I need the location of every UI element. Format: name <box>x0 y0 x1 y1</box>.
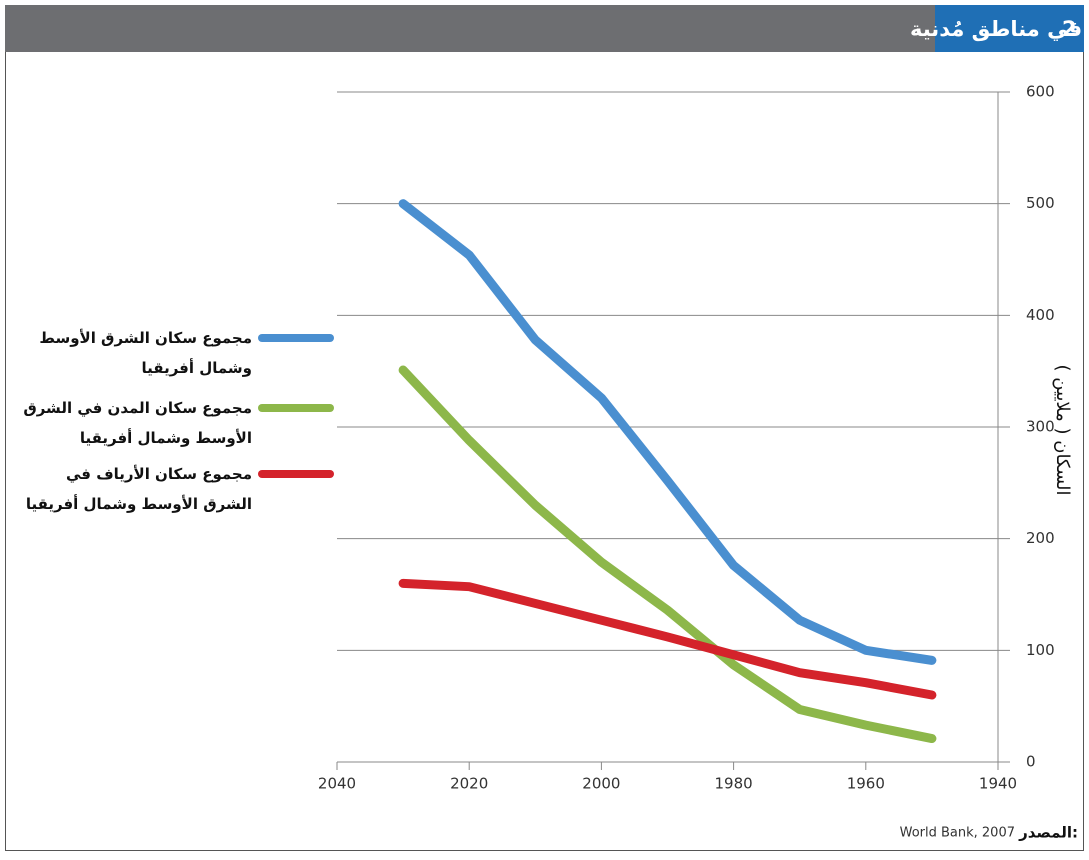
x-tick-label: 2040 <box>318 775 356 793</box>
figure-label-box <box>935 5 1084 52</box>
y-axis-label: السكان ( ملايين ) <box>1052 365 1073 496</box>
x-tick-label: 1980 <box>715 775 753 793</box>
series-line <box>398 199 937 665</box>
x-tick-label: 1940 <box>979 775 1017 793</box>
legend-entry: مجموع سكان الأرياف في الشرق الأوسط وشمال… <box>25 465 252 513</box>
header-bar <box>5 5 1084 52</box>
source-label: المصدر: <box>1018 824 1078 842</box>
x-tick-label: 2020 <box>450 775 488 793</box>
figure-label: الشكل 2 <box>1062 17 1089 41</box>
y-tick-label: 300 <box>1026 418 1055 436</box>
y-tick-label: 600 <box>1026 83 1055 101</box>
y-tick-label: 100 <box>1026 641 1055 659</box>
y-tick-label: 500 <box>1026 194 1055 212</box>
legend-entry: مجموع سكان المدن في الشرق الأوسط وشمال أ… <box>23 399 252 447</box>
chart-title: سوف يعيش مزيد من الناس في مناطق مُدنية <box>910 17 1089 41</box>
series-line <box>398 578 937 700</box>
x-tick-label: 1960 <box>847 775 885 793</box>
y-tick-label: 0 <box>1026 753 1036 771</box>
y-tick-label: 200 <box>1026 529 1055 547</box>
x-tick-label: 2000 <box>582 775 620 793</box>
legend-entry: مجموع سكان الشرق الأوسط وشمال أفريقيا <box>39 329 252 377</box>
y-tick-label: 400 <box>1026 306 1055 324</box>
source: World Bank, 2007 <box>900 826 1015 841</box>
series-line <box>398 365 937 744</box>
